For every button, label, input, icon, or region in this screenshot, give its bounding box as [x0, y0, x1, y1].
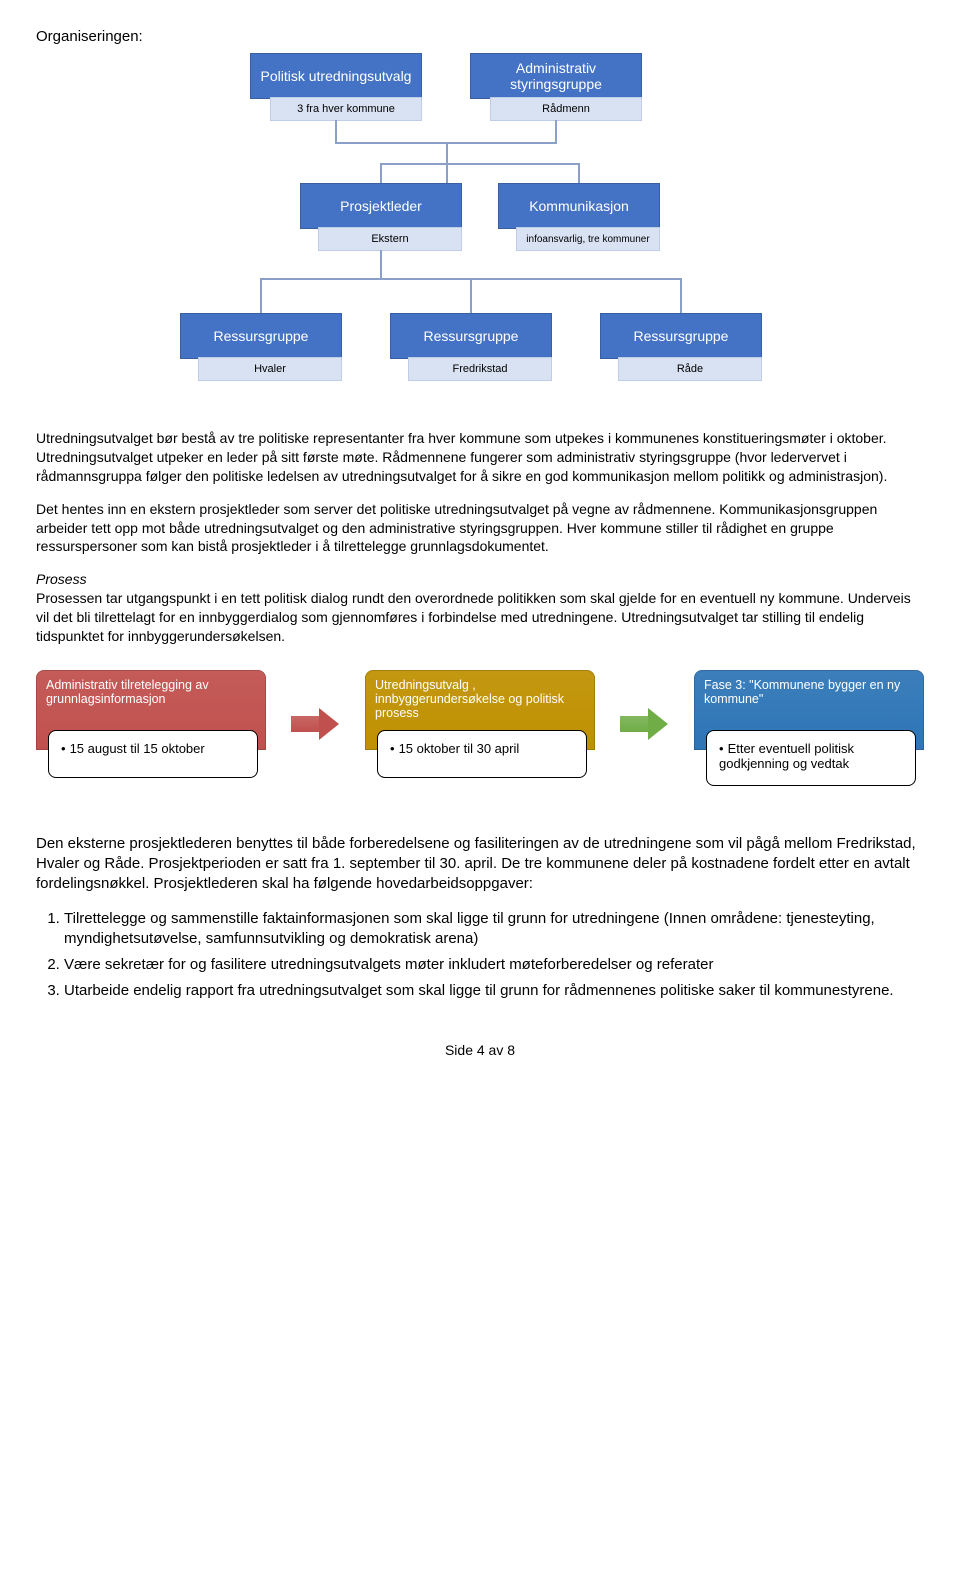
org-node: Kommunikasjon	[498, 183, 660, 229]
list-item: Tilrettelegge og sammenstille faktainfor…	[64, 909, 924, 950]
org-node: Prosjektleder	[300, 183, 462, 229]
org-node: Politisk utredningsutvalg	[250, 53, 422, 99]
paragraph: Det hentes inn en ekstern prosjektleder …	[36, 500, 924, 557]
org-node: Administrativ styringsgruppe	[470, 53, 642, 99]
org-node: Ressursgruppe	[390, 313, 552, 359]
phase-card: Utredningsutvalg , innbyggerundersøkelse…	[365, 670, 595, 798]
org-line	[578, 163, 580, 183]
org-subnode: 3 fra hver kommune	[270, 97, 422, 121]
org-subnode: Rådmenn	[490, 97, 642, 121]
section-heading: Prosess	[36, 570, 924, 589]
org-line	[260, 278, 262, 313]
org-node: Ressursgruppe	[180, 313, 342, 359]
org-line	[335, 120, 337, 142]
org-line	[555, 120, 557, 142]
org-subnode: Fredrikstad	[408, 357, 552, 381]
org-subnode: infoansvarlig, tre kommuner	[516, 227, 660, 251]
org-line	[470, 278, 472, 313]
process-diagram: Administrativ tilretelegging av grunnlag…	[36, 670, 924, 806]
org-chart: Politisk utredningsutvalg 3 fra hver kom…	[160, 53, 800, 413]
task-list: Tilrettelegge og sammenstille faktainfor…	[36, 909, 924, 1002]
arrow-icon	[620, 706, 670, 742]
phase-body: Etter eventuell politisk godkjenning og …	[706, 730, 916, 786]
list-item: Utarbeide endelig rapport fra utrednings…	[64, 981, 924, 1001]
org-line	[380, 250, 382, 278]
paragraph: Prosessen tar utgangspunkt i en tett pol…	[36, 589, 924, 646]
arrow-icon	[291, 706, 341, 742]
org-subnode: Råde	[618, 357, 762, 381]
page-heading: Organiseringen:	[36, 28, 924, 45]
paragraph: Den eksterne prosjektlederen benyttes ti…	[36, 834, 924, 895]
org-line	[380, 163, 578, 165]
paragraph: Utredningsutvalget bør bestå av tre poli…	[36, 429, 924, 486]
org-subnode: Hvaler	[198, 357, 342, 381]
org-line	[380, 163, 382, 183]
phase-body: 15 oktober til 30 april	[377, 730, 587, 778]
phase-card: Administrativ tilretelegging av grunnlag…	[36, 670, 266, 798]
list-item: Være sekretær for og fasilitere utrednin…	[64, 955, 924, 975]
page-footer: Side 4 av 8	[36, 1042, 924, 1058]
org-subnode: Ekstern	[318, 227, 462, 251]
org-node: Ressursgruppe	[600, 313, 762, 359]
org-line	[680, 278, 682, 313]
phase-card: Fase 3: "Kommunene bygger en ny kommune"…	[694, 670, 924, 806]
phase-body: 15 august til 15 oktober	[48, 730, 258, 778]
